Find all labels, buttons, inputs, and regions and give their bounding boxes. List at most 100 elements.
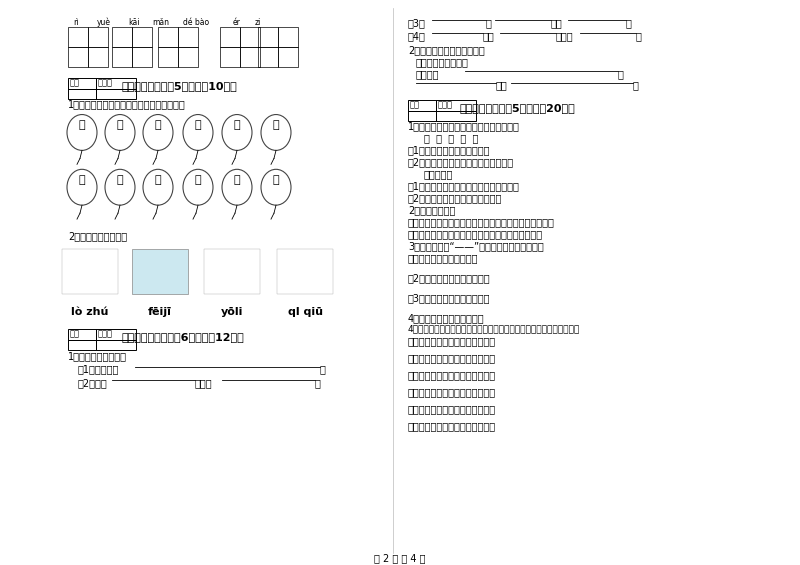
Bar <box>96 340 136 350</box>
Text: fēijī: fēijī <box>148 307 172 317</box>
Text: 评卷人: 评卷人 <box>98 79 113 88</box>
Text: 天: 天 <box>273 175 279 185</box>
Text: 。: 。 <box>636 31 642 41</box>
Text: 吗  呼  呀  吧  哦: 吗 呼 呀 吧 哦 <box>424 133 478 144</box>
Text: 评卷人: 评卷人 <box>438 101 453 110</box>
Bar <box>68 340 96 350</box>
Ellipse shape <box>105 115 135 150</box>
Text: 四、连一连（每题5分，共计10分）: 四、连一连（每题5分，共计10分） <box>122 81 238 90</box>
Text: 黑: 黑 <box>194 120 202 131</box>
Bar <box>258 47 278 67</box>
Text: 万（　）　可（　）　一（　）: 万（ ） 可（ ） 一（ ） <box>408 371 496 380</box>
Text: 影: 影 <box>117 175 123 185</box>
Bar <box>68 77 96 89</box>
Bar <box>88 27 108 47</box>
Ellipse shape <box>222 170 252 205</box>
Text: lò zhú: lò zhú <box>71 307 109 317</box>
Bar <box>112 47 132 67</box>
Text: 3、爹爹　妈妈　邻居　工人: 3、爹爹 妈妈 邻居 工人 <box>408 293 490 303</box>
Bar <box>96 77 136 89</box>
Bar <box>68 27 88 47</box>
Text: 得分: 得分 <box>410 101 420 110</box>
Text: ，: ， <box>320 364 326 375</box>
Text: 2．写出反义词。: 2．写出反义词。 <box>408 205 455 215</box>
Ellipse shape <box>183 170 213 205</box>
Bar <box>204 249 260 294</box>
Text: 是（　）旧（　）冷（　）　开（　）　若（　）: 是（ ）旧（ ）冷（ ） 开（ ） 若（ ） <box>408 229 543 239</box>
Text: 野: 野 <box>78 175 86 185</box>
Text: zi: zi <box>255 18 262 27</box>
Bar <box>158 47 178 67</box>
Ellipse shape <box>105 170 135 205</box>
Ellipse shape <box>261 170 291 205</box>
Bar <box>436 99 476 111</box>
Text: 2、大米　玉米　土豆　黄豆: 2、大米 玉米 土豆 黄豆 <box>408 273 490 283</box>
Bar <box>158 27 178 47</box>
Bar <box>62 249 118 294</box>
Text: 日（　）　目（　）　云（　）: 日（ ） 目（ ） 云（ ） <box>408 337 496 346</box>
Text: 朋: 朋 <box>117 120 123 131</box>
Bar <box>68 47 88 67</box>
Text: ，一边: ，一边 <box>556 31 574 41</box>
Ellipse shape <box>67 115 97 150</box>
Ellipse shape <box>183 115 213 150</box>
Ellipse shape <box>143 170 173 205</box>
Ellipse shape <box>67 170 97 205</box>
Text: kāi: kāi <box>128 18 139 27</box>
Bar <box>68 89 96 99</box>
Text: 一边: 一边 <box>483 31 494 41</box>
Bar <box>178 47 198 67</box>
Bar <box>178 27 198 47</box>
Text: 。: 。 <box>315 379 321 389</box>
Bar <box>220 47 240 67</box>
Text: ，所以: ，所以 <box>195 379 213 389</box>
Text: 友: 友 <box>194 175 202 185</box>
Text: 1．哪两个气球可以连在一起，请你连一连。: 1．哪两个气球可以连在一起，请你连一连。 <box>68 99 186 110</box>
Text: 一条大鱼: 一条大鱼 <box>416 69 439 79</box>
Ellipse shape <box>261 115 291 150</box>
Text: 。: 。 <box>633 81 639 90</box>
Text: 乡: 乡 <box>234 175 240 185</box>
Text: 田: 田 <box>154 120 162 131</box>
Text: 有: 有 <box>486 18 492 28</box>
Text: 木（　）　人（　）　丁（　）: 木（ ） 人（ ） 丁（ ） <box>408 421 496 431</box>
Bar <box>408 111 436 120</box>
Text: （2）因为: （2）因为 <box>78 379 108 389</box>
Text: （4）: （4） <box>408 31 426 41</box>
Text: 4、种子　小马　公鸡　鱼儿: 4、种子 小马 公鸡 鱼儿 <box>408 312 485 323</box>
Text: yuè: yuè <box>97 18 111 28</box>
Text: 蓝: 蓝 <box>234 120 240 131</box>
Text: ，: ， <box>626 18 632 28</box>
Text: mǎn: mǎn <box>152 18 169 27</box>
Text: （3）: （3） <box>408 18 426 28</box>
Text: （1）天气渐渐: （1）天气渐渐 <box>78 364 119 375</box>
Text: 评卷人: 评卷人 <box>98 329 113 338</box>
Text: 粗（　）　无（　）　前（　）　黑（　）　慢（　）: 粗（ ） 无（ ） 前（ ） 黑（ ） 慢（ ） <box>408 217 555 227</box>
Text: 4、加一加，你能把下列汉字加一个笔画变成另一个字吗？看谁变得多！: 4、加一加，你能把下列汉字加一个笔画变成另一个字吗？看谁变得多！ <box>408 325 580 334</box>
Text: 。: 。 <box>618 69 624 79</box>
Text: 五、补充句子（每题6分，共计12分）: 五、补充句子（每题6分，共计12分） <box>122 332 245 342</box>
Text: 枝: 枝 <box>273 120 279 131</box>
Text: 松: 松 <box>78 120 86 131</box>
Bar <box>408 99 436 111</box>
Text: dé bào: dé bào <box>183 18 209 27</box>
Text: 小（　）　王（　）　大（　）: 小（ ） 王（ ） 大（ ） <box>408 388 496 397</box>
Text: 六、综合题（每题5分，共计20分）: 六、综合题（每题5分，共计20分） <box>460 103 576 112</box>
Text: ql qiū: ql qiū <box>287 307 322 317</box>
Text: 1、这是怎么回事（　　）？: 1、这是怎么回事（ ）？ <box>408 145 490 155</box>
Bar <box>278 47 298 67</box>
Text: 3、试一试，用“——”画出不是同一类的词语。: 3、试一试，用“——”画出不是同一类的词语。 <box>408 241 544 251</box>
Text: rì: rì <box>73 18 78 27</box>
Text: 1．你能给下列括号里填上正确之字词吗？: 1．你能给下列括号里填上正确之字词吗？ <box>408 121 520 132</box>
Bar <box>96 329 136 340</box>
Text: 2、他（　　　　）为别人着想。: 2、他（ ）为别人着想。 <box>408 193 502 203</box>
Bar <box>436 111 476 120</box>
Text: 得分: 得分 <box>70 329 80 338</box>
Bar <box>278 27 298 47</box>
Text: 1、乌鸦口渴了，（　　　　）找水喝。: 1、乌鸦口渴了，（ ）找水喝。 <box>408 181 520 192</box>
Bar <box>88 47 108 67</box>
Text: 2．拼一拼，连一连。: 2．拼一拼，连一连。 <box>68 231 127 241</box>
Bar <box>240 27 260 47</box>
Bar <box>220 27 240 47</box>
Text: 纸团: 纸团 <box>496 81 508 90</box>
